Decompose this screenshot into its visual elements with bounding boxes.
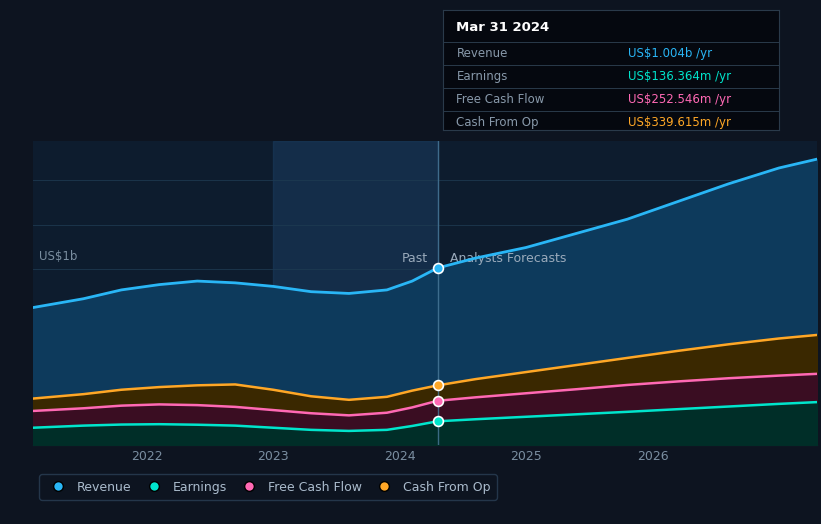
Text: US$136.364m /yr: US$136.364m /yr	[628, 70, 731, 83]
Point	[431, 381, 444, 389]
Text: Past: Past	[401, 252, 428, 265]
Bar	[273, 141, 438, 445]
Text: US$252.546m /yr: US$252.546m /yr	[628, 93, 731, 106]
Text: US$0: US$0	[39, 431, 70, 444]
Point	[431, 397, 444, 405]
Text: US$339.615m /yr: US$339.615m /yr	[628, 116, 731, 129]
Text: Mar 31 2024: Mar 31 2024	[456, 21, 550, 34]
Text: US$1.004b /yr: US$1.004b /yr	[628, 47, 712, 60]
Text: US$1b: US$1b	[39, 250, 77, 263]
Point	[431, 417, 444, 425]
Text: Earnings: Earnings	[456, 70, 508, 83]
Text: Revenue: Revenue	[456, 47, 508, 60]
Text: Analysts Forecasts: Analysts Forecasts	[450, 252, 566, 265]
Text: Free Cash Flow: Free Cash Flow	[456, 93, 545, 106]
Point	[431, 264, 444, 272]
Text: Cash From Op: Cash From Op	[456, 116, 539, 129]
Legend: Revenue, Earnings, Free Cash Flow, Cash From Op: Revenue, Earnings, Free Cash Flow, Cash …	[39, 474, 497, 500]
